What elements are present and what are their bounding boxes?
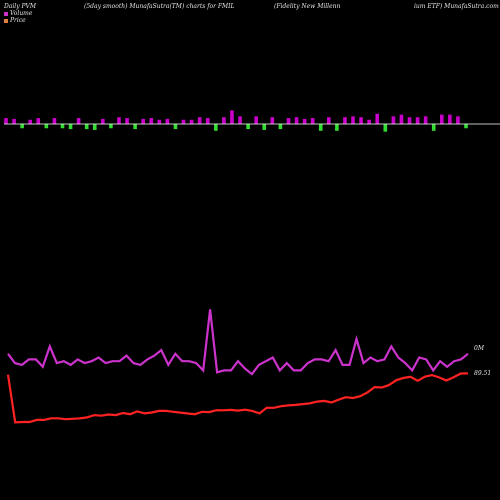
volume-bar — [431, 124, 436, 131]
volume-bar — [391, 116, 396, 124]
volume-bar — [133, 124, 137, 130]
volume-bar — [262, 124, 267, 130]
volume-bar — [28, 119, 33, 124]
volume-bar — [464, 124, 468, 129]
volume-line — [7, 309, 469, 376]
legend-price-swatch — [4, 18, 8, 23]
volume-bar — [52, 118, 57, 124]
volume-bar — [335, 124, 339, 131]
volume-bar — [181, 119, 186, 124]
volume-bar — [125, 118, 129, 124]
volume-bar — [456, 116, 460, 124]
volume-bar — [157, 119, 162, 124]
volume-bars — [4, 110, 468, 132]
volume-bar — [359, 117, 363, 124]
volume-bar — [84, 124, 89, 130]
volume-bar — [44, 124, 49, 129]
volume-bar — [415, 117, 420, 124]
volume-bar — [367, 119, 371, 124]
volume-bar — [294, 117, 299, 124]
volume-bar — [351, 116, 355, 124]
volume-bar — [278, 124, 283, 130]
volume-end-label: 0M — [474, 345, 485, 352]
volume-bar — [302, 118, 307, 124]
volume-bar — [383, 124, 388, 132]
legend-volume: Volume — [4, 10, 32, 17]
volume-bar — [407, 117, 412, 124]
volume-bar — [448, 114, 452, 124]
legend-volume-label: Volume — [10, 10, 33, 17]
volume-bar — [375, 113, 380, 124]
volume-bar — [173, 124, 178, 130]
volume-bar — [238, 116, 242, 124]
volume-bar — [101, 118, 105, 124]
volume-bar — [270, 117, 275, 124]
volume-bar — [76, 118, 81, 124]
volume-bar — [205, 118, 210, 124]
volume-bar — [423, 116, 428, 124]
volume-bar — [399, 114, 404, 124]
volume-bar — [310, 118, 315, 124]
volume-bar — [36, 118, 41, 124]
volume-bar — [286, 118, 291, 124]
volume-bar — [117, 117, 121, 124]
volume-bar — [149, 118, 154, 124]
volume-bar — [141, 118, 145, 124]
volume-bar — [12, 118, 16, 124]
volume-bar — [109, 124, 113, 129]
legend-price-label: Price — [10, 17, 26, 24]
chart-header-center: (5day smooth) MunafaSutra(TM) charts for… — [84, 3, 235, 10]
chart-header-left: Daily PVM — [4, 3, 37, 10]
volume-bar — [60, 124, 65, 129]
volume-bar — [343, 117, 347, 124]
volume-bar — [4, 118, 8, 124]
price-end-label: 89.51 — [474, 370, 491, 377]
price-line — [6, 372, 469, 424]
volume-bar — [197, 117, 202, 124]
volume-bar — [318, 124, 323, 131]
volume-bar — [68, 124, 73, 130]
volume-bar — [92, 124, 97, 130]
volume-bar — [189, 119, 194, 124]
chart-header-right: (Fidelity New Millenn — [274, 3, 341, 10]
volume-bar — [20, 124, 24, 129]
chart-header-right-tail: ium ETF) MunafaSutra.com — [414, 3, 499, 10]
volume-bar — [327, 117, 331, 124]
legend-price: Price — [4, 17, 26, 24]
volume-bar — [246, 124, 250, 130]
volume-bar — [254, 116, 258, 124]
volume-bar — [165, 118, 170, 124]
volume-bar — [214, 124, 218, 131]
volume-bar — [222, 117, 226, 124]
legend-volume-swatch — [4, 11, 8, 16]
volume-bar — [439, 114, 444, 124]
volume-bar — [230, 110, 234, 124]
